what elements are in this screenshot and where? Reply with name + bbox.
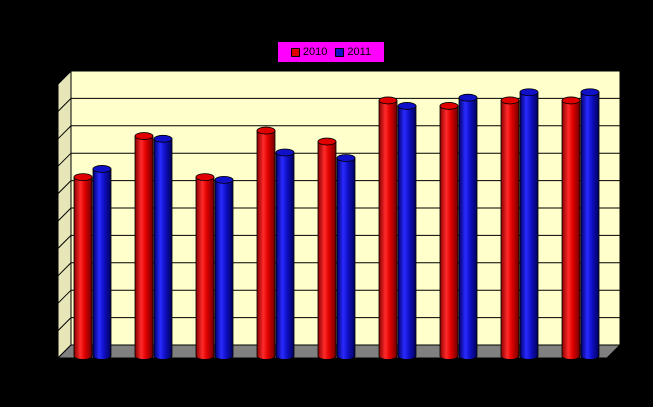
- bar-top: [439, 102, 459, 110]
- bar-2011-6: [397, 102, 417, 360]
- gridline: [57, 262, 620, 277]
- gridline: [57, 180, 620, 194]
- bar-top: [519, 88, 539, 97]
- legend-label-2010: 2010: [302, 46, 328, 58]
- bar-top: [134, 132, 154, 140]
- gridline: [57, 289, 620, 304]
- legend-item-2010: 2010: [290, 46, 328, 58]
- bar-2010-5: [317, 137, 337, 360]
- bar-body: [256, 130, 276, 360]
- bar-body: [73, 176, 93, 360]
- bar-top: [397, 102, 417, 110]
- bar-2010-1: [73, 173, 93, 360]
- gridline: [57, 70, 620, 85]
- bar-top: [153, 134, 173, 143]
- bar-top: [275, 148, 295, 157]
- legend-swatch-2011: [335, 47, 345, 57]
- bar-body: [500, 100, 520, 360]
- bar-2010-9: [561, 96, 581, 360]
- bar-2011-3: [214, 175, 234, 360]
- legend-swatch-2010: [290, 47, 300, 57]
- bar-2011-9: [580, 88, 600, 360]
- bar-body: [92, 168, 112, 360]
- bar-top: [500, 96, 520, 105]
- bar-2011-2: [153, 134, 173, 360]
- bar-top: [92, 165, 112, 173]
- bar-top: [256, 126, 276, 135]
- bar-2010-2: [134, 132, 154, 360]
- bar-2010-4: [256, 126, 276, 360]
- gridline: [57, 207, 620, 222]
- bar-top: [378, 96, 398, 105]
- bar-body: [195, 176, 215, 360]
- bar-top: [561, 96, 581, 105]
- bar-2010-8: [500, 96, 520, 360]
- chart-legend: 2010 2011: [278, 42, 384, 62]
- bar-top: [214, 175, 234, 184]
- bar-body: [317, 141, 337, 360]
- bar-body: [134, 135, 154, 360]
- bar-top: [580, 88, 600, 97]
- bar-body: [153, 138, 173, 360]
- bar-body: [580, 91, 600, 360]
- bar-2011-8: [519, 88, 539, 360]
- bar-body: [378, 100, 398, 360]
- bar-2011-7: [458, 93, 478, 360]
- legend-item-2011: 2011: [335, 46, 371, 58]
- bar-body: [336, 157, 356, 360]
- gridline: [57, 97, 620, 112]
- gridline: [57, 152, 620, 167]
- bar-2010-7: [439, 102, 459, 360]
- bar-2010-3: [195, 173, 215, 360]
- bar-body: [275, 152, 295, 360]
- bar-2011-5: [336, 154, 356, 360]
- bar-top: [336, 154, 356, 162]
- bar-body: [458, 97, 478, 360]
- bar-top: [458, 93, 478, 102]
- gridline: [57, 234, 620, 249]
- gridline: [57, 125, 620, 140]
- bar-2011-4: [275, 148, 295, 360]
- bar-top: [195, 173, 215, 182]
- bar-2011-1: [92, 165, 112, 360]
- bar-body: [214, 179, 234, 360]
- bar-body: [397, 105, 417, 360]
- gridline: [57, 317, 620, 331]
- bar-body: [439, 105, 459, 360]
- legend-label-2011: 2011: [347, 46, 372, 58]
- bar-body: [561, 100, 581, 360]
- bar-2010-6: [378, 96, 398, 360]
- bar-top: [317, 137, 337, 146]
- bar-body: [519, 91, 539, 360]
- bar-top: [73, 173, 93, 182]
